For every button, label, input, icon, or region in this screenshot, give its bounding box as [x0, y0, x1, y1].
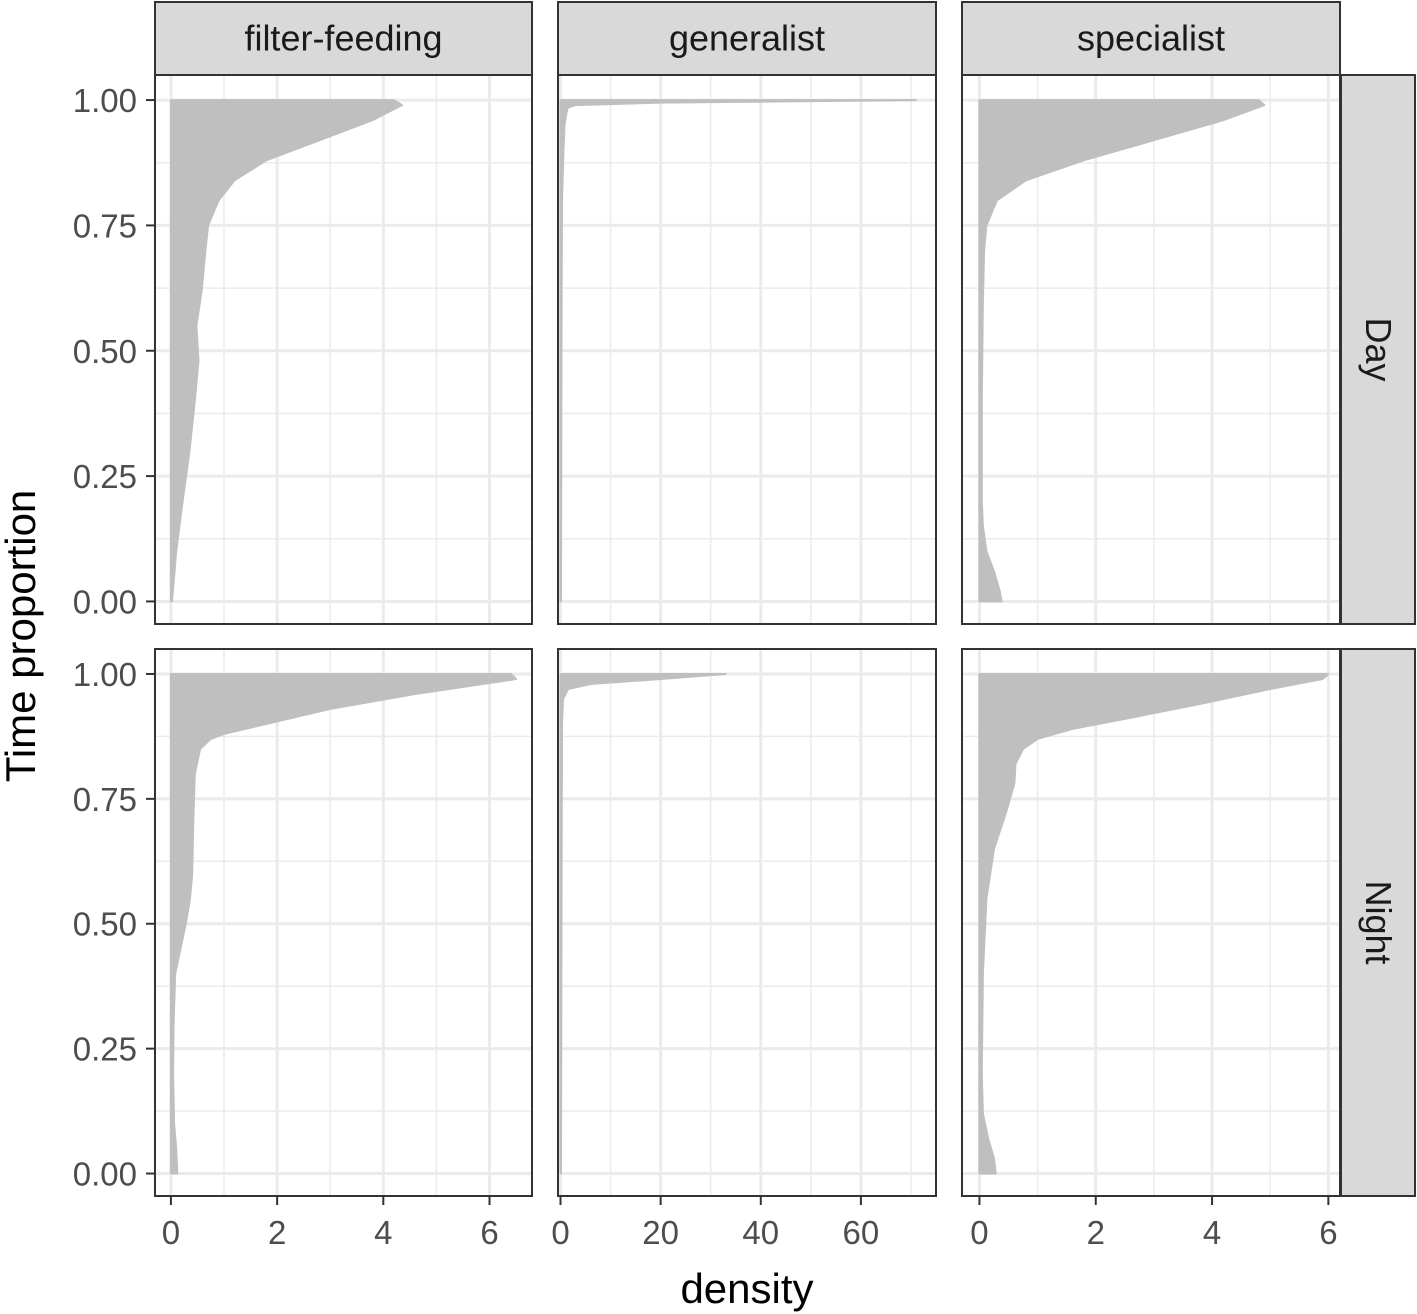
- panel-border: [557, 648, 937, 1197]
- y-tick-label: 0.25: [73, 1031, 137, 1068]
- density-area: [169, 673, 518, 1175]
- density-area: [978, 673, 1330, 1175]
- x-tick-label: 0: [162, 1214, 180, 1251]
- density-area: [169, 99, 403, 603]
- x-tick-label: 2: [1087, 1214, 1105, 1251]
- y-tick-label: 0.50: [73, 906, 137, 943]
- x-tick-label: 4: [1203, 1214, 1221, 1251]
- panel-day-specialist: [961, 74, 1341, 625]
- density-area: [978, 99, 1266, 603]
- density-area: [559, 673, 727, 1175]
- y-tick-label: 0.75: [73, 207, 137, 244]
- strip-label: generalist: [669, 18, 825, 59]
- strip-specialist: specialist: [961, 1, 1341, 76]
- strip-night: Night: [1340, 648, 1416, 1197]
- x-tick-label: 6: [480, 1214, 498, 1251]
- y-tick-label: 0.75: [73, 781, 137, 818]
- panel-day-filter-feeding: 0.00 0.25 0.50 0.75 1.00: [73, 74, 533, 625]
- y-tick-label: 0.50: [73, 333, 137, 370]
- strip-background: [961, 1, 1341, 76]
- density-area: [559, 99, 917, 603]
- strip-background: [1340, 648, 1416, 1197]
- x-axis-title: density: [680, 1265, 813, 1312]
- x-tick-label: 20: [642, 1214, 679, 1251]
- y-tick-label: 0.00: [73, 1156, 137, 1193]
- panel-night-filter-feeding: 0 2 4 6 0.00 0.25 0.50 0.75 1.00: [73, 648, 533, 1251]
- panel-day-generalist: [557, 74, 937, 625]
- strip-label: Day: [1358, 317, 1399, 381]
- strip-generalist: generalist: [557, 1, 937, 76]
- panels: 0.00 0.25 0.50 0.75 1.00 0 2 4 6 0.00 0.25 0.50 0.75…: [73, 74, 1341, 1251]
- strip-background: [557, 1, 937, 76]
- y-tick-label: 0.25: [73, 458, 137, 495]
- strip-label: filter-feeding: [244, 18, 442, 59]
- strip-day: Day: [1340, 74, 1416, 625]
- x-tick-label: 0: [551, 1214, 569, 1251]
- panel-night-specialist: 0 2 4 6: [961, 648, 1341, 1251]
- strip-filter-feeding: filter-feeding: [154, 1, 533, 76]
- strip-label: Night: [1358, 880, 1399, 964]
- y-axis-title: Time proportion: [0, 490, 44, 783]
- x-tick-label: 0: [970, 1214, 988, 1251]
- x-tick-label: 2: [268, 1214, 286, 1251]
- y-tick-label: 0.00: [73, 583, 137, 620]
- x-tick-label: 4: [374, 1214, 392, 1251]
- y-tick-label: 1.00: [73, 656, 137, 693]
- x-tick-label: 40: [742, 1214, 779, 1251]
- x-tick-label: 60: [843, 1214, 880, 1251]
- y-tick-label: 1.00: [73, 82, 137, 119]
- panel-border: [154, 648, 533, 1197]
- strip-background: [154, 1, 533, 76]
- strip-background: [1340, 74, 1416, 625]
- panel-night-generalist: 0 20 40 60: [551, 648, 937, 1251]
- x-tick-label: 6: [1319, 1214, 1337, 1251]
- strip-label: specialist: [1077, 18, 1225, 59]
